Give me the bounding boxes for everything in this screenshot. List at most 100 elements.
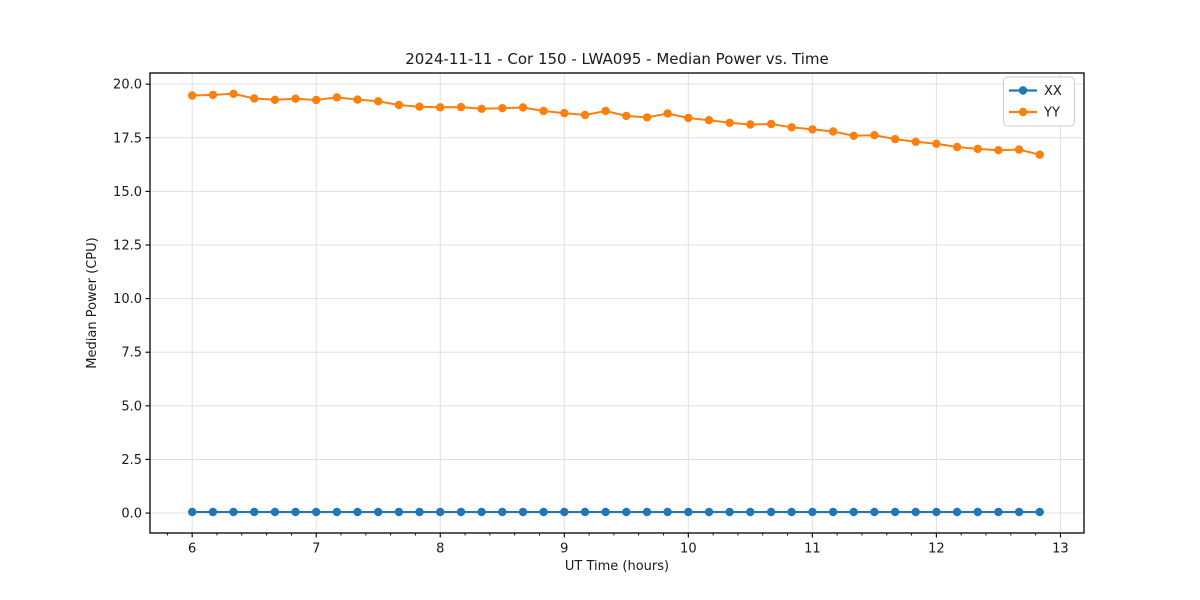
- y-tick-label: 20.0: [113, 78, 142, 93]
- series-marker-xx: [808, 507, 817, 517]
- y-tick-label: 10.0: [113, 292, 142, 307]
- x-tick-label: 13: [1052, 542, 1069, 557]
- y-tick-label: 12.5: [113, 238, 142, 253]
- series-marker-xx: [994, 507, 1003, 517]
- x-tick-label: 6: [188, 542, 196, 557]
- series-marker-yy: [849, 131, 858, 140]
- y-tick-label: 15.0: [113, 185, 142, 200]
- series-marker-yy: [828, 127, 838, 136]
- series-marker-yy: [229, 89, 238, 99]
- series-marker-yy: [808, 125, 817, 134]
- series-marker-yy: [663, 109, 672, 118]
- axes-frame: [149, 72, 1085, 534]
- series-marker-xx: [270, 507, 280, 517]
- y-axis-label: Median Power (CPU): [85, 237, 100, 368]
- series-marker-xx: [973, 507, 982, 517]
- series-line-yy: [192, 92, 1040, 156]
- y-tick-label: 2.5: [121, 453, 142, 468]
- legend-entry-xx: XX: [1009, 84, 1062, 99]
- series-marker-xx: [456, 507, 466, 517]
- series-marker-yy: [353, 95, 362, 104]
- series-marker-yy: [952, 142, 962, 152]
- series-marker-yy: [394, 100, 404, 110]
- x-tick-label: 7: [312, 542, 320, 557]
- series-marker-xx: [415, 507, 424, 517]
- y-tick-label: 5.0: [121, 399, 142, 414]
- legend-entry-yy: YY: [1009, 106, 1060, 121]
- series-marker-yy: [332, 93, 342, 102]
- series-marker-xx: [229, 507, 238, 517]
- series-marker-xx: [601, 507, 610, 517]
- series-marker-yy: [291, 94, 300, 103]
- series-marker-xx: [766, 507, 776, 517]
- legend: XX YY: [1003, 76, 1075, 127]
- series-marker-xx: [622, 507, 631, 517]
- plot-render-layer: 6 7 8 9 10 11 12 13 0.0 2.5 5.0 7.5 10.0 12.5 15.0 17.5…: [113, 72, 1085, 557]
- series-marker-xx: [436, 507, 445, 517]
- series-marker-xx: [312, 507, 321, 517]
- series-marker-xx: [477, 507, 486, 517]
- series-marker-yy: [642, 113, 652, 122]
- series-marker-xx: [518, 507, 528, 517]
- y-tick-label: 7.5: [121, 346, 142, 361]
- x-tick-label: 10: [680, 542, 697, 557]
- series-marker-yy: [436, 103, 445, 112]
- x-tick-label: 8: [436, 542, 444, 557]
- series-marker-xx: [952, 507, 962, 517]
- series-marker-yy: [704, 116, 714, 125]
- series-marker-xx: [374, 507, 383, 517]
- series-marker-xx: [849, 507, 858, 517]
- series-marker-yy: [787, 123, 796, 132]
- y-tick-label: 0.0: [121, 507, 142, 522]
- series-marker-yy: [312, 95, 321, 105]
- series-marker-xx: [332, 507, 342, 517]
- series-marker-yy: [518, 103, 528, 112]
- y-tick-label: 17.5: [113, 131, 142, 146]
- series-marker-xx: [704, 507, 714, 517]
- legend-label-yy: YY: [1043, 106, 1060, 121]
- series-marker-xx: [539, 507, 548, 517]
- series-marker-xx: [1014, 507, 1024, 517]
- series-marker-xx: [560, 507, 569, 517]
- series-marker-yy: [684, 113, 693, 123]
- series-marker-yy: [870, 131, 879, 140]
- series-marker-yy: [477, 104, 486, 114]
- series-marker-yy: [560, 108, 569, 118]
- series-marker-xx: [291, 507, 300, 517]
- series-marker-yy: [374, 97, 383, 106]
- series-marker-yy: [890, 134, 900, 144]
- legend-marker-xx: [1018, 86, 1028, 95]
- series-marker-yy: [622, 111, 631, 121]
- x-tick-label: 9: [560, 542, 568, 557]
- series-marker-xx: [663, 507, 672, 517]
- series-marker-xx: [787, 507, 796, 517]
- series-marker-yy: [1035, 150, 1044, 159]
- series-marker-xx: [725, 507, 734, 517]
- series-marker-yy: [994, 146, 1003, 155]
- series-marker-yy: [456, 102, 466, 112]
- series-marker-xx: [394, 507, 404, 517]
- x-axis-label: UT Time (hours): [565, 559, 669, 574]
- series-marker-yy: [725, 118, 734, 128]
- series-marker-yy: [188, 91, 197, 100]
- series-marker-yy: [270, 95, 280, 105]
- series-marker-xx: [498, 507, 507, 517]
- series-marker-xx: [580, 507, 590, 517]
- series-marker-yy: [746, 120, 755, 129]
- series-marker-xx: [208, 507, 218, 517]
- series-marker-xx: [828, 507, 838, 517]
- series-marker-xx: [932, 507, 941, 517]
- legend-label-xx: XX: [1044, 84, 1062, 99]
- series-marker-xx: [684, 507, 693, 517]
- series-marker-xx: [890, 507, 900, 517]
- series-marker-yy: [250, 94, 259, 103]
- x-tick-label: 12: [928, 542, 945, 557]
- series-marker-yy: [415, 102, 424, 111]
- series-marker-yy: [539, 106, 548, 116]
- legend-box: [1003, 76, 1075, 127]
- x-tick-label: 11: [804, 542, 821, 557]
- series-marker-yy: [973, 144, 982, 154]
- series-marker-yy: [601, 106, 610, 116]
- series-marker-xx: [746, 507, 755, 517]
